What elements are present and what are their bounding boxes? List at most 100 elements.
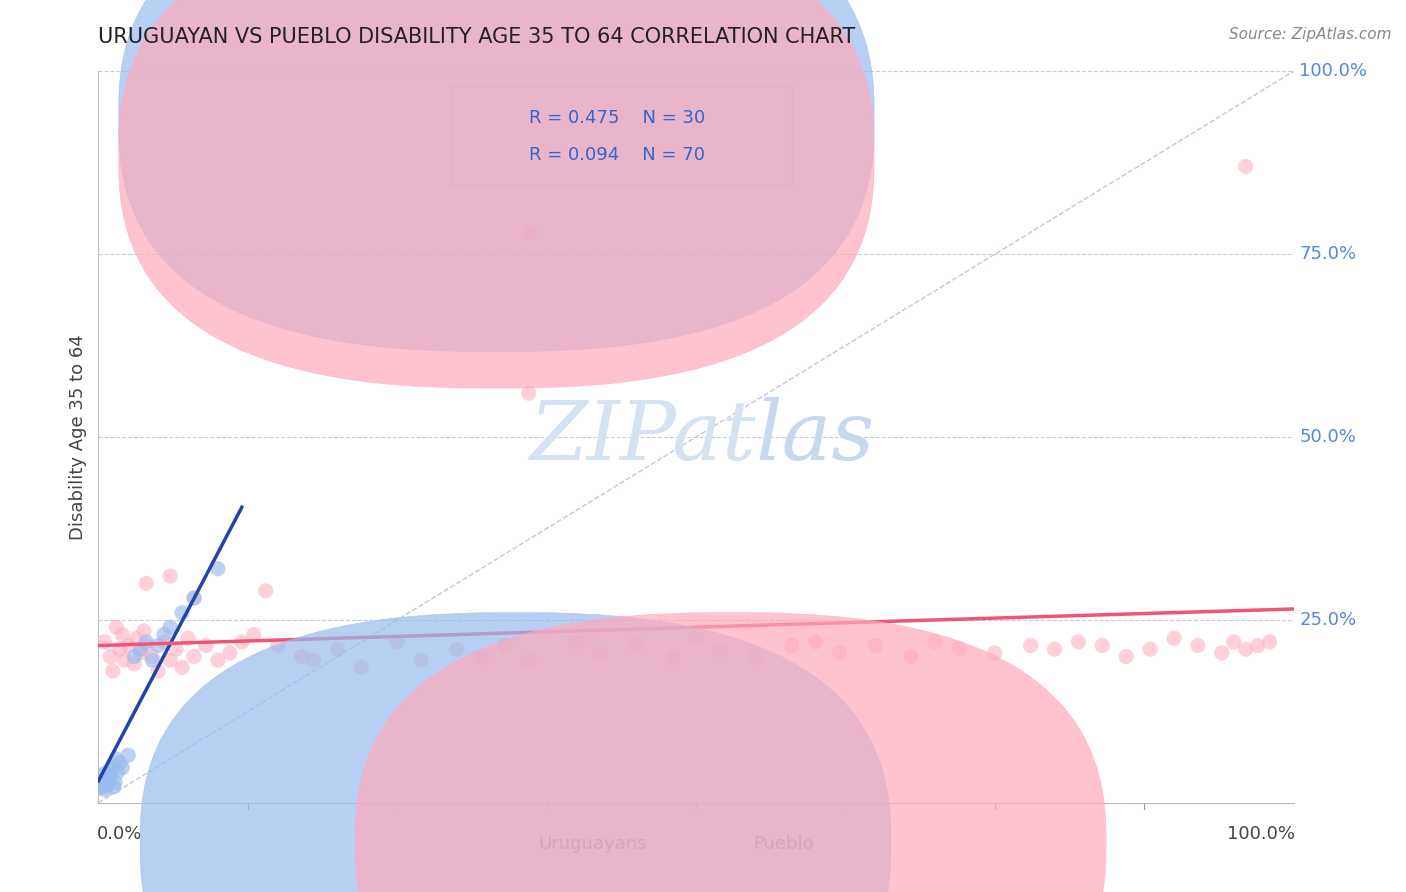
Point	[105, 620, 128, 634]
Point	[172, 606, 194, 620]
Point	[1223, 635, 1246, 649]
Point	[207, 653, 229, 667]
Point	[124, 649, 146, 664]
Point	[97, 775, 120, 789]
Point	[291, 649, 314, 664]
Text: 75.0%: 75.0%	[1299, 245, 1357, 263]
Point	[626, 639, 648, 653]
Point	[159, 569, 181, 583]
Point	[165, 642, 187, 657]
Point	[1211, 646, 1233, 660]
Text: Uruguayans: Uruguayans	[538, 835, 647, 853]
Point	[89, 781, 111, 796]
Point	[111, 761, 134, 775]
Point	[219, 646, 242, 660]
Point	[117, 748, 139, 763]
Point	[350, 660, 373, 674]
Point	[148, 664, 170, 678]
Point	[745, 649, 768, 664]
Point	[159, 620, 181, 634]
Point	[231, 635, 253, 649]
Point	[517, 225, 540, 239]
Point	[98, 772, 121, 787]
Point	[141, 649, 163, 664]
Point	[101, 759, 124, 773]
Point	[411, 653, 433, 667]
Point	[948, 642, 970, 657]
Point	[1234, 160, 1257, 174]
Point	[177, 632, 200, 646]
Point	[685, 632, 707, 646]
Point	[195, 639, 218, 653]
Point	[385, 635, 409, 649]
Point	[254, 583, 277, 598]
Point	[100, 763, 122, 777]
Point	[159, 653, 181, 667]
Point	[565, 635, 588, 649]
Point	[141, 653, 163, 667]
Point	[98, 649, 122, 664]
Text: Pueblo: Pueblo	[754, 835, 814, 853]
Point	[1139, 642, 1161, 657]
FancyBboxPatch shape	[118, 0, 875, 351]
Point	[1258, 635, 1281, 649]
Point	[589, 646, 612, 660]
Text: 25.0%: 25.0%	[1299, 611, 1357, 629]
Point	[183, 591, 205, 605]
Point	[105, 752, 128, 766]
Point	[1115, 649, 1137, 664]
Point	[302, 653, 325, 667]
Point	[124, 657, 146, 671]
Point	[103, 780, 125, 794]
Point	[90, 778, 112, 792]
Point	[661, 649, 683, 664]
Point	[104, 775, 127, 789]
Point	[1067, 635, 1090, 649]
Point	[108, 756, 131, 770]
Point	[101, 664, 124, 678]
Point	[117, 639, 139, 653]
Point	[153, 627, 176, 641]
FancyBboxPatch shape	[356, 613, 1107, 892]
Point	[828, 646, 851, 660]
Point	[96, 770, 118, 784]
Point	[326, 642, 349, 657]
Point	[517, 653, 540, 667]
Point	[111, 627, 134, 641]
Y-axis label: Disability Age 35 to 64: Disability Age 35 to 64	[69, 334, 87, 540]
Point	[267, 639, 290, 653]
Point	[984, 646, 1007, 660]
Point	[148, 639, 170, 653]
Text: R = 0.094    N = 70: R = 0.094 N = 70	[529, 145, 704, 164]
Point	[94, 780, 117, 794]
Point	[1234, 642, 1257, 657]
Point	[470, 649, 492, 664]
Point	[172, 660, 194, 674]
Point	[129, 646, 152, 660]
Point	[446, 642, 468, 657]
Text: URUGUAYAN VS PUEBLO DISABILITY AGE 35 TO 64 CORRELATION CHART: URUGUAYAN VS PUEBLO DISABILITY AGE 35 TO…	[98, 27, 856, 46]
Text: 100.0%: 100.0%	[1226, 825, 1295, 843]
Text: las: las	[756, 397, 875, 477]
Point	[135, 576, 157, 591]
Text: 100.0%: 100.0%	[1299, 62, 1368, 80]
Point	[183, 591, 205, 605]
Text: R = 0.475    N = 30: R = 0.475 N = 30	[529, 109, 704, 128]
Point	[94, 782, 117, 797]
Point	[129, 642, 152, 657]
Point	[91, 778, 114, 792]
Point	[135, 635, 157, 649]
Text: 50.0%: 50.0%	[1299, 428, 1357, 446]
Point	[107, 765, 129, 780]
Point	[900, 649, 922, 664]
Point	[1163, 632, 1185, 646]
Point	[1187, 639, 1209, 653]
Point	[135, 639, 157, 653]
Point	[924, 635, 946, 649]
Point	[207, 562, 229, 576]
Text: Source: ZipAtlas.com: Source: ZipAtlas.com	[1229, 27, 1392, 42]
FancyBboxPatch shape	[141, 613, 891, 892]
Point	[1091, 639, 1114, 653]
Point	[709, 642, 731, 657]
Point	[494, 639, 516, 653]
